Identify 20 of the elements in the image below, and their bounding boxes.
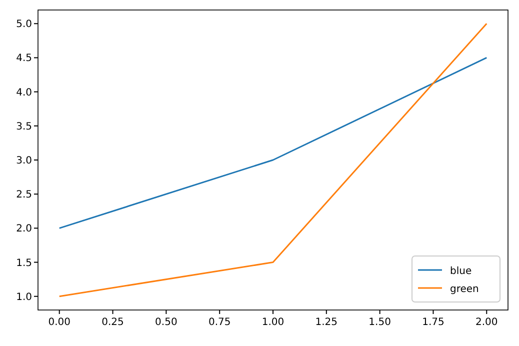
x-tick-label: 1.00	[262, 317, 284, 328]
y-tick-label: 4.0	[16, 87, 32, 98]
x-tick-label: 0.00	[48, 317, 70, 328]
x-tick-label: 1.75	[422, 317, 444, 328]
y-tick-label: 5.0	[16, 19, 32, 30]
x-tick-label: 2.00	[476, 317, 498, 328]
legend-label: green	[450, 284, 479, 295]
x-tick-label: 0.75	[208, 317, 231, 328]
y-tick-label: 2.5	[16, 190, 32, 201]
y-tick-label: 1.0	[16, 292, 32, 303]
legend-label: blue	[450, 266, 472, 277]
y-tick-label: 3.5	[16, 121, 32, 132]
y-tick-label: 4.5	[16, 53, 32, 64]
x-tick-label: 0.25	[102, 317, 124, 328]
x-tick-label: 1.50	[368, 317, 391, 328]
y-tick-label: 1.5	[16, 258, 32, 269]
x-tick-label: 0.50	[155, 317, 178, 328]
y-tick-label: 2.0	[16, 224, 32, 235]
x-tick-label: 1.25	[315, 317, 338, 328]
y-tick-label: 3.0	[16, 156, 32, 166]
